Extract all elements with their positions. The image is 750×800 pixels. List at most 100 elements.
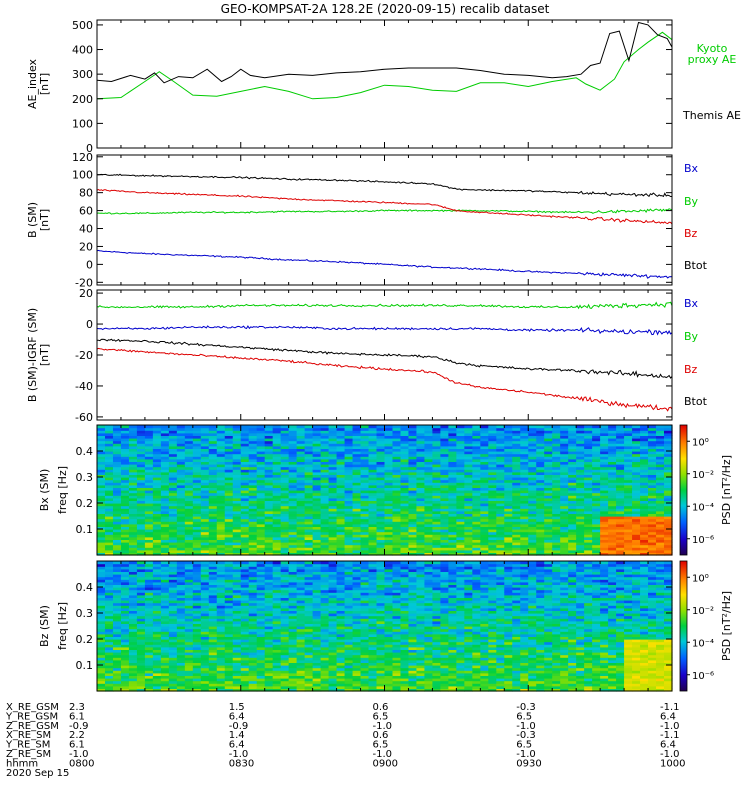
spectrogram-cell	[184, 448, 194, 452]
spectrogram-cell	[496, 510, 505, 514]
spectrogram-cell	[97, 602, 106, 606]
spectrogram-cell	[168, 613, 178, 617]
spectrogram-cell	[456, 451, 465, 455]
spectrogram-cell	[544, 432, 553, 436]
spectrogram-cell	[376, 505, 386, 509]
spectrogram-cell	[344, 495, 354, 499]
spectrogram-cell	[256, 605, 266, 609]
spectrogram-cell	[376, 425, 386, 429]
spectrogram-cell	[184, 683, 194, 687]
series-line-kyoto-proxy-ae	[96, 31, 673, 100]
spectrogram-cell	[560, 430, 569, 434]
spectrogram-cell	[296, 549, 306, 553]
spectrogram-cell	[232, 628, 242, 632]
spectrogram-cell	[136, 641, 146, 645]
spectrogram-cell	[192, 448, 202, 452]
spectrogram-cell	[128, 526, 138, 530]
spectrogram-cell	[512, 451, 521, 455]
spectrogram-cell	[152, 675, 162, 679]
spectrogram-cell	[160, 628, 170, 632]
spectrogram-cell	[496, 451, 505, 455]
spectrogram-cell	[152, 471, 162, 475]
spectrogram-cell	[176, 523, 186, 527]
spectrogram-cell	[376, 427, 386, 431]
spectrogram-cell	[312, 453, 322, 457]
spectrogram-cell	[384, 466, 394, 470]
spectrogram-cell	[168, 552, 178, 556]
spectrogram-cell	[192, 534, 202, 538]
spectrogram-cell	[616, 503, 625, 507]
spectrogram-cell	[272, 482, 282, 486]
spectrogram-cell	[496, 521, 505, 525]
spectrogram-cell	[200, 451, 210, 455]
spectrogram-cell	[120, 471, 130, 475]
spectrogram-cell	[168, 518, 178, 522]
spectrogram-cell	[376, 539, 386, 543]
spectrogram-cell	[600, 438, 609, 442]
spectrogram-cell	[224, 510, 234, 514]
spectrogram-cell	[544, 513, 553, 517]
spectrogram-cell	[144, 456, 154, 460]
spectrogram-cell	[120, 443, 130, 447]
spectrogram-cell	[648, 539, 657, 543]
spectrogram-cell	[264, 680, 274, 684]
spectrogram-cell	[336, 523, 346, 527]
spectrogram-cell	[184, 675, 194, 679]
spectrogram-cell	[264, 539, 274, 543]
spectrogram-cell	[560, 445, 569, 449]
spectrogram-cell	[112, 618, 122, 622]
spectrogram-cell	[376, 518, 386, 522]
spectrogram-cell	[416, 523, 426, 527]
spectrogram-cell	[448, 531, 457, 535]
spectrogram-cell	[97, 552, 106, 556]
spectrogram-cell	[104, 534, 114, 538]
spectrogram-cell	[248, 607, 258, 611]
spectrogram-cell	[240, 518, 250, 522]
spectrogram-cell	[440, 456, 449, 460]
spectrogram-cell	[456, 453, 465, 457]
spectrogram-cell	[376, 492, 386, 496]
spectrogram-cell	[216, 680, 226, 684]
spectrogram-cell	[112, 657, 122, 661]
spectrogram-cell	[496, 513, 505, 517]
spectrogram-cell	[240, 568, 250, 572]
spectrogram-cell	[640, 464, 649, 468]
spectrogram-cell	[536, 490, 545, 494]
spectrogram-cell	[240, 458, 250, 462]
spectrogram-cell	[232, 576, 242, 580]
spectrogram-cell	[584, 508, 593, 512]
spectrogram-cell	[424, 529, 434, 533]
spectrogram-cell	[256, 670, 266, 674]
spectrogram-cell	[104, 526, 114, 530]
spectrogram-cell	[280, 440, 290, 444]
spectrogram-cell	[160, 479, 170, 483]
spectrogram-cell	[216, 435, 226, 439]
spectrogram-cell	[560, 479, 569, 483]
spectrogram-cell	[232, 602, 242, 606]
spectrogram-cell	[216, 503, 226, 507]
spectrogram-cell	[120, 513, 130, 517]
spectrogram-cell	[504, 492, 513, 496]
spectrogram-cell	[152, 542, 162, 546]
spectrogram-cell	[168, 443, 178, 447]
spectrogram-cell	[440, 516, 449, 520]
spectrogram-cell	[472, 523, 481, 527]
spectrogram-cell	[192, 456, 202, 460]
spectrogram-cell	[624, 482, 633, 486]
spectrogram-cell	[208, 620, 218, 624]
spectrogram-cell	[232, 539, 242, 543]
spectrogram-cell	[624, 451, 633, 455]
spectrogram-cell	[432, 510, 442, 514]
spectrogram-cell	[456, 440, 465, 444]
spectrogram-cell	[312, 487, 322, 491]
spectrogram-cell	[224, 552, 234, 556]
spectrogram-cell	[448, 505, 457, 509]
spectrogram-cell	[416, 539, 426, 543]
spectrogram-cell	[104, 670, 114, 674]
spectrogram-cell	[168, 500, 178, 504]
spectrogram-cell	[584, 427, 593, 431]
spectrogram-cell	[248, 561, 258, 565]
spectrogram-cell	[576, 500, 585, 504]
spectrogram-cell	[200, 641, 210, 645]
spectrogram-cell	[264, 523, 274, 527]
